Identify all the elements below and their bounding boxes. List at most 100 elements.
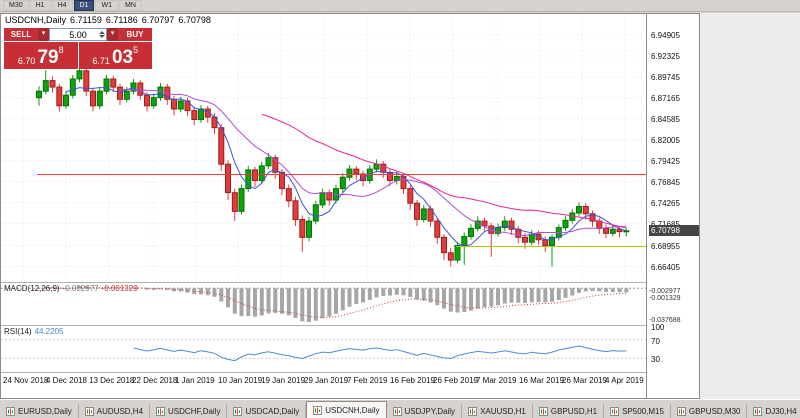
chart-tab-usdcnh-daily[interactable]: USDCNH,Daily [306, 401, 387, 418]
candle [117, 83, 123, 105]
candle [481, 217, 488, 231]
price-axis-label: 6.76845 [651, 178, 680, 187]
price-axis-label: 6.87165 [651, 94, 680, 103]
date-axis-label: 4 Dec 2018 [46, 376, 87, 385]
macd-signal-value: -0.001329 [101, 284, 138, 293]
date-axis-label: 26 Feb 2019 [433, 376, 478, 385]
sell-options-button[interactable]: ▾ [38, 28, 49, 41]
rsi-line [133, 345, 627, 362]
mini-chart-icon [468, 407, 478, 416]
timeframe-button-w1[interactable]: W1 [95, 0, 118, 11]
candle [603, 224, 609, 239]
rsi-level-label: 100 [651, 323, 665, 332]
chart-window: USDCNH,Daily 6.71159 6.71186 6.70797 6.70798… [0, 13, 700, 399]
time-axis[interactable]: 24 Nov 2018 4 Dec 2018 13 Dec 2018 22 Dec 2… [1, 373, 646, 389]
candle [562, 216, 569, 231]
sell-price-digits: 79 [37, 47, 59, 68]
horizontal-line-1[interactable] [37, 174, 646, 175]
candle [420, 204, 427, 223]
timeframe-button-h1[interactable]: H1 [29, 0, 51, 11]
chart-tab-xauusd-h1[interactable]: XAUUSD,H1 [462, 404, 533, 418]
date-axis-label: 26 Mar 2019 [562, 376, 607, 385]
chart-symbol-label: USDCNH,Daily [5, 15, 67, 25]
pane-divider[interactable] [1, 325, 699, 326]
pane-divider[interactable] [1, 372, 699, 373]
candle [447, 247, 454, 267]
timeframe-button-mn[interactable]: MN [118, 0, 142, 11]
candle [346, 165, 353, 181]
candle [299, 215, 306, 252]
mini-chart-icon [156, 407, 166, 416]
buy-price-pip: 5 [133, 45, 139, 55]
candle [231, 188, 238, 222]
price-axis-label: 6.89745 [651, 73, 680, 82]
ma-line-34 [261, 113, 627, 229]
chart-tab-gbpusd-h1[interactable]: GBPUSD,H1 [532, 404, 605, 418]
candle [63, 91, 69, 109]
chart-tab-label: EURUSD,Daily [18, 407, 72, 416]
chart-tabs-bar: EURUSD,Daily AUDUSD,H4 USDCHF,Daily USDCAD,… [0, 399, 800, 418]
ohlc-low: 6.70797 [141, 15, 175, 25]
buy-price-button[interactable]: 6.71 03 5 [78, 42, 152, 69]
horizontal-line-2[interactable] [456, 246, 695, 247]
chart-tab-eurusd-daily[interactable]: EURUSD,Daily [0, 404, 79, 418]
candle [103, 74, 110, 95]
stepper-down-icon[interactable] [99, 35, 105, 38]
date-axis-label: 24 Nov 2018 [3, 376, 49, 385]
rsi-level-label: 30 [651, 355, 660, 364]
chart-tab-sp500-m15[interactable]: SP500,M15 [604, 404, 671, 418]
chart-tab-usdchf-daily[interactable]: USDCHF,Daily [150, 404, 228, 418]
candle [441, 234, 447, 261]
timeframe-button-h4[interactable]: H4 [51, 0, 73, 11]
candle [225, 160, 231, 200]
candle [76, 67, 83, 83]
price-axis-label: 6.84585 [651, 115, 680, 124]
chart-tab-label: USDCNH,Daily [325, 405, 380, 415]
candle [373, 159, 380, 173]
sell-button[interactable]: SELL [4, 28, 38, 41]
chart-tab-dj30-h4[interactable]: DJ30,H4 [747, 404, 800, 418]
price-axis-label: 6.92325 [651, 52, 680, 61]
candle [245, 165, 252, 192]
candle [164, 83, 171, 105]
timeframe-button-d1[interactable]: D1 [73, 0, 95, 11]
volume-input[interactable]: 5.00 [49, 28, 107, 41]
price-axis[interactable]: 6.70798 6.94905 6.92325 6.89745 6.87165 6.84… [646, 14, 699, 398]
macd-name: MACD(12,26,9) [4, 284, 60, 293]
date-axis-label: 19 Jan 2019 [261, 376, 306, 385]
candle [326, 189, 333, 206]
sell-price-prefix: 6.70 [17, 56, 36, 66]
volume-stepper[interactable] [99, 31, 105, 38]
candlestick-chart [1, 14, 646, 282]
chart-tab-gbpusd-m30[interactable]: GBPUSD,M30 [670, 404, 748, 418]
candle [387, 169, 393, 187]
mini-chart-icon [538, 407, 548, 416]
ohlc-close: 6.70798 [178, 15, 211, 25]
candle [238, 184, 245, 215]
date-axis-label: 4 Apr 2019 [605, 376, 644, 385]
chart-tab-usdcad-daily[interactable]: USDCAD,Daily [227, 404, 307, 418]
chart-ohlc-header: USDCNH,Daily 6.71159 6.71186 6.70797 6.70798 [5, 15, 215, 25]
stepper-up-icon[interactable] [99, 31, 105, 34]
mini-chart-icon [610, 407, 620, 416]
candle [177, 96, 184, 113]
candle [90, 87, 96, 112]
rsi-label: RSI(14) 44.2205 [4, 327, 63, 336]
candle [49, 76, 56, 93]
candle [434, 217, 441, 244]
pane-divider[interactable] [1, 282, 699, 283]
date-axis-label: 16 Mar 2019 [519, 376, 564, 385]
timeframe-button-m30[interactable]: M30 [3, 0, 29, 11]
buy-button[interactable]: BUY [118, 28, 152, 41]
one-click-trade-panel: SELL ▾ 5.00 ▾ BUY 6.70 79 8 6.71 03 5 [4, 28, 152, 69]
chart-tab-usdjpy-daily[interactable]: USDJPY,Daily [386, 404, 463, 418]
rsi-level-label: 70 [651, 337, 660, 346]
candle [488, 222, 495, 257]
candle [508, 217, 515, 235]
buy-options-button[interactable]: ▾ [107, 28, 118, 41]
candle [468, 224, 474, 240]
sell-price-button[interactable]: 6.70 79 8 [4, 42, 78, 69]
chart-tab-audusd-h4[interactable]: AUDUSD,H4 [78, 404, 151, 418]
candle [285, 184, 292, 208]
date-axis-label: 22 Dec 2018 [132, 376, 178, 385]
